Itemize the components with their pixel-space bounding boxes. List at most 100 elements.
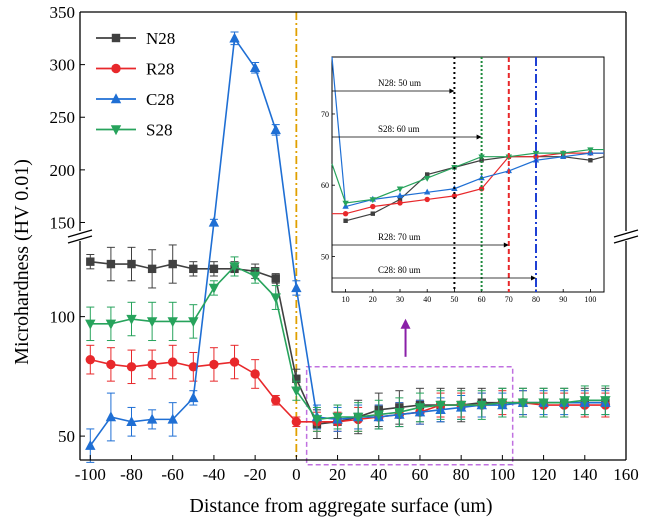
inset-data-point — [424, 188, 431, 195]
inset-x-tick-label: 20 — [369, 295, 377, 304]
data-point — [127, 259, 136, 269]
y-tick-label: 100 — [50, 308, 76, 327]
series-s28 — [85, 256, 611, 432]
data-point — [106, 259, 116, 269]
data-point — [126, 416, 137, 426]
inset-data-point — [451, 193, 458, 199]
data-point — [271, 395, 281, 405]
data-point — [579, 396, 590, 406]
y-tick-label: 50 — [58, 427, 75, 446]
inset-x-tick-label: 40 — [423, 295, 431, 304]
legend-marker — [110, 125, 122, 136]
data-point — [292, 374, 301, 383]
data-point — [538, 398, 549, 409]
inset-data-point — [478, 186, 485, 192]
data-point — [249, 62, 261, 72]
data-point — [291, 282, 302, 293]
inset-data-point — [396, 186, 404, 193]
legend-label: R28 — [146, 60, 174, 79]
axis-break-mark — [613, 229, 639, 238]
data-point — [208, 216, 220, 227]
data-point — [435, 400, 446, 411]
data-point — [291, 417, 302, 427]
legend-marker — [111, 63, 121, 74]
inset-data-point — [343, 218, 348, 223]
x-tick-label: -80 — [120, 465, 143, 484]
inset-threshold-label: R28: 70 um — [378, 232, 421, 242]
inset-data-point — [370, 211, 375, 216]
x-tick-label: 60 — [411, 465, 428, 484]
inset-data-point — [369, 197, 376, 204]
axis-break-mark — [67, 229, 93, 238]
x-tick-label: 40 — [370, 465, 387, 484]
data-point — [188, 392, 199, 403]
data-point — [167, 317, 178, 328]
inset-data-point — [425, 172, 430, 177]
inset-y-tick-label: 60 — [321, 181, 329, 190]
data-point — [229, 262, 240, 273]
x-tick-label: -40 — [203, 465, 226, 484]
data-point — [168, 259, 177, 269]
axis-break-gap — [614, 231, 638, 241]
inset-arrow-head — [449, 88, 455, 94]
x-tick-label: 120 — [531, 465, 557, 484]
data-point — [105, 411, 117, 422]
data-point — [126, 314, 137, 325]
data-point — [291, 386, 302, 397]
legend-marker — [110, 93, 122, 104]
data-point — [146, 317, 158, 328]
zoom-arrow-head — [400, 318, 411, 329]
inset-threshold-label: S28: 60 um — [378, 124, 420, 134]
legend-marker — [111, 33, 121, 43]
data-point — [311, 415, 323, 426]
data-point — [497, 398, 508, 409]
inset-x-tick-label: 90 — [559, 295, 567, 304]
data-point — [229, 32, 240, 43]
data-point — [146, 413, 158, 424]
y-tick-label: 200 — [50, 161, 76, 180]
data-point — [332, 412, 343, 423]
data-point — [394, 408, 405, 418]
data-point — [126, 362, 137, 372]
data-point — [147, 264, 157, 274]
x-tick-label: 100 — [490, 465, 516, 484]
inset-y-tick-label: 50 — [321, 252, 329, 261]
axis-break-gap — [68, 231, 92, 241]
inset-x-tick-label: 70 — [505, 295, 513, 304]
data-point — [476, 400, 487, 411]
inset-data-point — [424, 196, 430, 203]
data-point — [147, 359, 157, 370]
inset-arrow-head — [531, 275, 536, 281]
axis-break-mark — [613, 235, 639, 244]
inset-threshold-label: N28: 50 um — [378, 78, 421, 88]
data-point — [352, 412, 364, 423]
data-point — [414, 403, 426, 414]
inset-data-point — [532, 150, 540, 157]
inset-arrow-head — [476, 134, 482, 140]
x-tick-label: 20 — [329, 465, 346, 484]
series-line — [90, 358, 606, 423]
data-point — [600, 396, 611, 406]
y-tick-label: 300 — [50, 56, 76, 75]
inset-x-tick-label: 60 — [478, 295, 486, 304]
data-point — [167, 413, 178, 424]
data-point — [85, 319, 96, 330]
y-tick-label: 150 — [50, 213, 76, 232]
inset-data-point — [397, 197, 403, 202]
data-point — [517, 398, 529, 409]
inset-arrow-head — [503, 242, 509, 248]
inset-data-point — [396, 192, 404, 199]
x-tick-label: 140 — [572, 465, 598, 484]
data-point — [85, 439, 96, 450]
data-point — [105, 319, 117, 330]
data-point — [168, 357, 178, 367]
inset-data-point — [560, 150, 567, 157]
inset-data-point — [342, 200, 349, 207]
data-point — [188, 317, 199, 328]
inset-series-line — [331, 148, 604, 204]
inset-data-point — [587, 147, 594, 154]
data-point — [189, 264, 198, 274]
data-point — [209, 264, 219, 274]
data-point — [250, 369, 260, 379]
inset-x-tick-label: 80 — [532, 295, 540, 304]
